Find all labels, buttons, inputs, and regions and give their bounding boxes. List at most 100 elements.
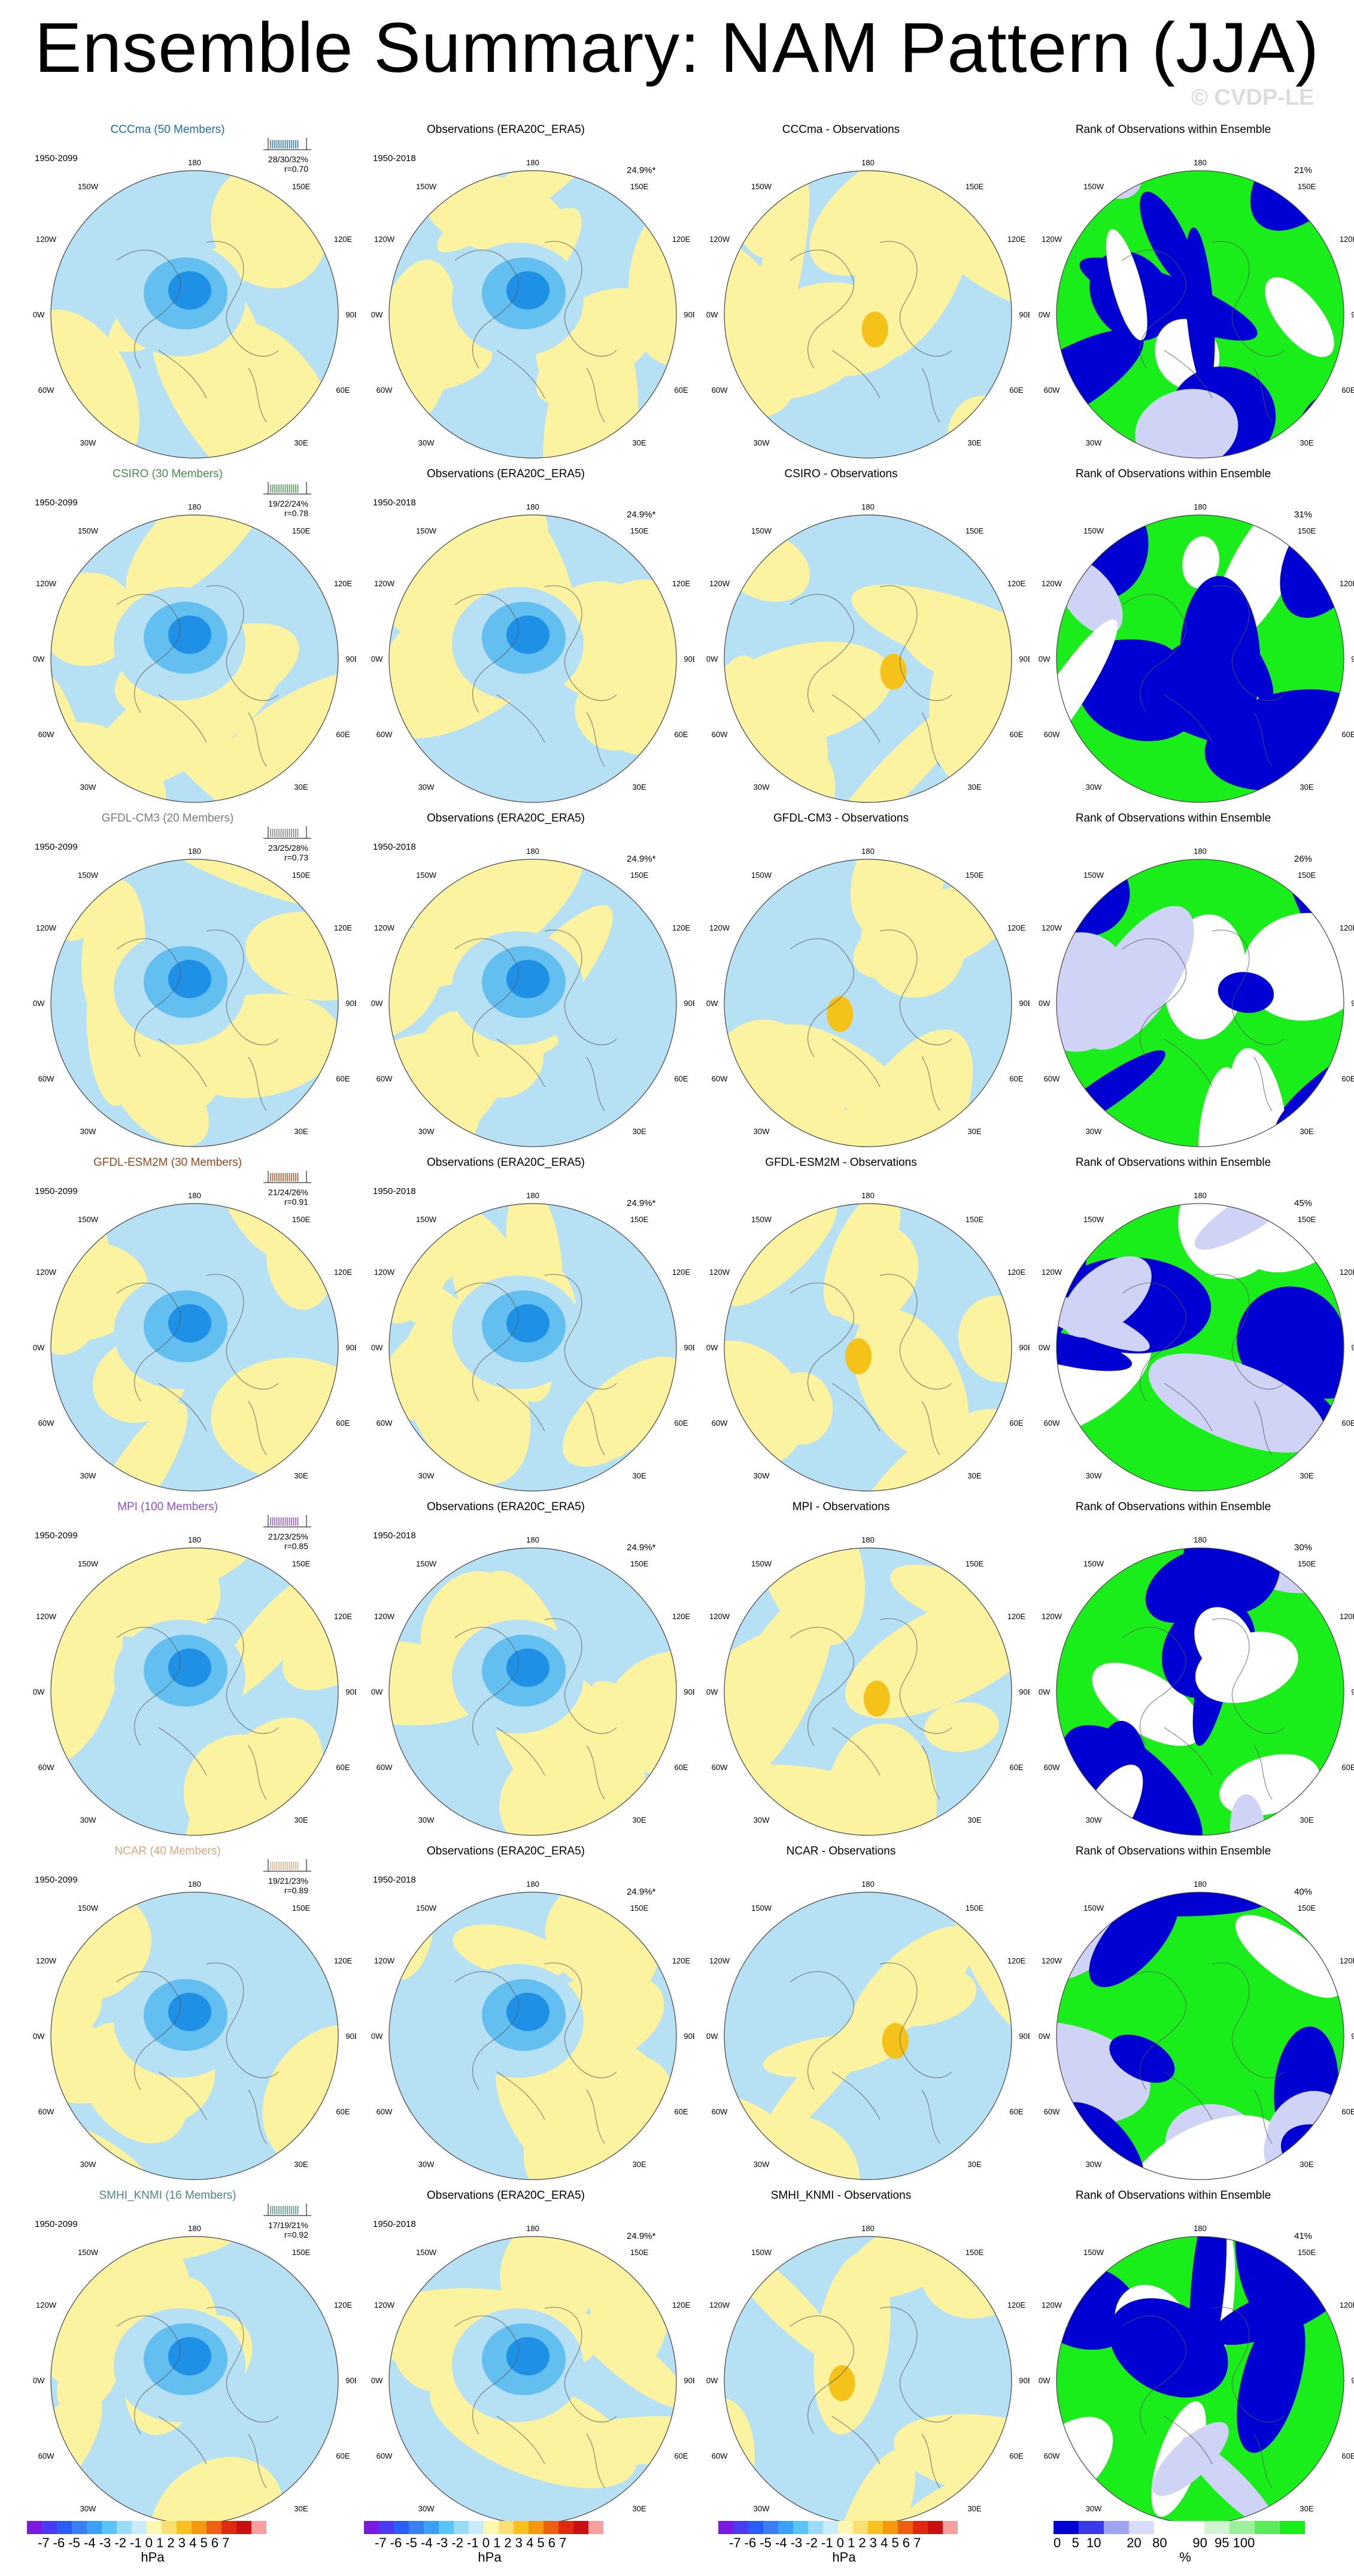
lon-label: 60E [1341, 1074, 1354, 1083]
colorbar-swatch [529, 2521, 544, 2534]
lon-label: 60W [377, 386, 393, 395]
period-label: 1950-2018 [373, 1186, 416, 1196]
colorbar-ticks: -7 -6 -5 -4 -3 -2 -1 0 1 2 3 4 5 6 7 [375, 2535, 567, 2550]
lon-label: 150W [416, 1559, 437, 1568]
lon-label: 90E [345, 310, 356, 319]
lon-label: 120E [1007, 1956, 1026, 1965]
map-rank: 180 150E 120E 90E 60E 30E 0 30W 60W 90W 120W 150W [1039, 159, 1354, 464]
map-ensemble: 180 150E 120E 90E 60E 30E 0 30W 60W 90W 120W 150W [33, 847, 356, 1153]
lon-label: 120E [672, 1268, 691, 1277]
diff-title: CSIRO - Observations [784, 468, 898, 480]
member-stats: 19/22/24% r=0.78 [248, 499, 308, 518]
panel-observations: Observations (ERA20C_ERA5) 1950-2018 24.… [338, 2186, 694, 2530]
lon-label: 150E [966, 526, 984, 535]
member-ticks [263, 826, 311, 839]
colorbar-rank: 0 5 10 20 80 90 95 100 % [1054, 2515, 1317, 2565]
lon-label: 60W [712, 1763, 728, 1772]
colorbar-swatch [409, 2521, 424, 2534]
lon-label: 90W [33, 654, 45, 663]
lon-label: 180 [526, 847, 539, 856]
lon-label: 60W [1044, 2451, 1060, 2460]
lon-label: 0 [1198, 807, 1202, 808]
colorbar-swatch [162, 2521, 177, 2534]
lon-label: 120E [1007, 579, 1026, 588]
lon-label: 90W [33, 2032, 45, 2041]
lon-label: 90E [345, 999, 356, 1008]
panel-ensemble: CSIRO (30 Members) 1950-2099 19/22/24% r… [0, 464, 356, 808]
lon-label: 150E [292, 1559, 311, 1568]
obs-title: Observations (ERA20C_ERA5) [427, 468, 585, 480]
lon-label: 180 [861, 1192, 875, 1200]
lon-label: 60E [1009, 1763, 1023, 1772]
lon-label: 0 [1198, 1839, 1202, 1841]
period-label: 1950-2018 [373, 1875, 416, 1885]
pct-range: 21/24/26% [268, 1187, 308, 1197]
lon-label: 120W [36, 923, 57, 932]
panel-ensemble: GFDL-CM3 (20 Members) 1950-2099 23/25/28… [0, 808, 356, 1153]
colorbar-ticks: 0 5 10 20 80 90 95 100 [1054, 2535, 1255, 2550]
colorbar-swatch [27, 2521, 42, 2534]
lon-label: 150E [630, 1559, 649, 1568]
map-ensemble: 180 150E 120E 90E 60E 30E 0 30W 60W 90W 120W 150W [33, 1536, 356, 1841]
pattern-correlation: r=0.85 [284, 1541, 308, 1551]
lon-label: 90W [371, 1687, 383, 1696]
lon-label: 30W [754, 2504, 770, 2513]
lon-label: 120E [1340, 2301, 1354, 2310]
rank-pct: 31% [1294, 510, 1313, 520]
lon-label: 60W [1044, 730, 1060, 739]
colorbar-swatch [102, 2521, 117, 2534]
lon-label: 30W [1086, 1816, 1102, 1825]
lon-label: 150W [78, 871, 99, 880]
lon-label: 120E [1340, 923, 1354, 932]
lon-label: 150E [1298, 1559, 1316, 1568]
colorbar-swatch [514, 2521, 529, 2534]
colorbar-swatch [251, 2521, 266, 2534]
member-ticks [263, 482, 311, 495]
model-title: SMHI_KNMI (16 Members) [99, 2189, 236, 2202]
model-title: CCCma (50 Members) [110, 123, 225, 136]
lon-label: 60E [336, 2107, 350, 2116]
lon-label: 60E [336, 1419, 350, 1428]
lon-label: 150W [78, 526, 99, 535]
lon-label: 90E [1019, 654, 1030, 663]
lon-label: 60E [1009, 2451, 1023, 2460]
colorbar-swatch [221, 2521, 236, 2534]
colorbar-swatch [1129, 2521, 1154, 2534]
colorbar-swatch [718, 2521, 733, 2534]
member-stats: 28/30/32% r=0.70 [248, 154, 308, 174]
lon-label: 180 [1194, 1192, 1207, 1200]
diff-title: CCCma - Observations [782, 123, 900, 136]
lon-label: 60W [38, 2107, 54, 2116]
lon-label: 150E [630, 1904, 649, 1913]
lon-label: 120W [374, 2301, 395, 2310]
panel-difference: CSIRO - Observations 180 150E 120E 90E 60E 30… [673, 464, 1030, 808]
colorbar-swatch [1054, 2521, 1079, 2534]
lon-label: 120W [374, 1612, 395, 1621]
colorbar-swatch [1255, 2521, 1280, 2534]
period-label: 1950-2099 [35, 498, 78, 508]
colorbar-swatch [499, 2521, 514, 2534]
member-ticks [263, 138, 311, 150]
lon-label: 0 [866, 1839, 870, 1841]
lon-label: 150W [1083, 1215, 1104, 1224]
lon-label: 120W [709, 1612, 730, 1621]
obs-title: Observations (ERA20C_ERA5) [427, 1845, 585, 1857]
lon-label: 180 [861, 1880, 875, 1889]
lon-label: 180 [1194, 2225, 1207, 2233]
lon-label: 90E [1351, 310, 1354, 319]
lon-label: 30E [1300, 1816, 1313, 1825]
lon-label: 120E [1340, 579, 1354, 588]
lon-label: 120E [1007, 923, 1026, 932]
lon-label: 60E [336, 1074, 350, 1083]
colorbar-swatch [1229, 2521, 1255, 2534]
lon-label: 0 [192, 2184, 196, 2186]
lon-label: 90W [33, 1687, 45, 1696]
lon-label: 60E [336, 730, 350, 739]
colorbar-swatch [1280, 2521, 1305, 2534]
lon-label: 150W [1083, 871, 1104, 880]
lon-label: 30W [754, 1471, 770, 1480]
member-stats: 23/25/28% r=0.73 [248, 843, 308, 862]
period-label: 1950-2099 [35, 1531, 78, 1541]
period-label: 1950-2018 [373, 842, 416, 852]
panel-difference: SMHI_KNMI - Observations 180 150E 120E 90E 6… [673, 2186, 1030, 2530]
